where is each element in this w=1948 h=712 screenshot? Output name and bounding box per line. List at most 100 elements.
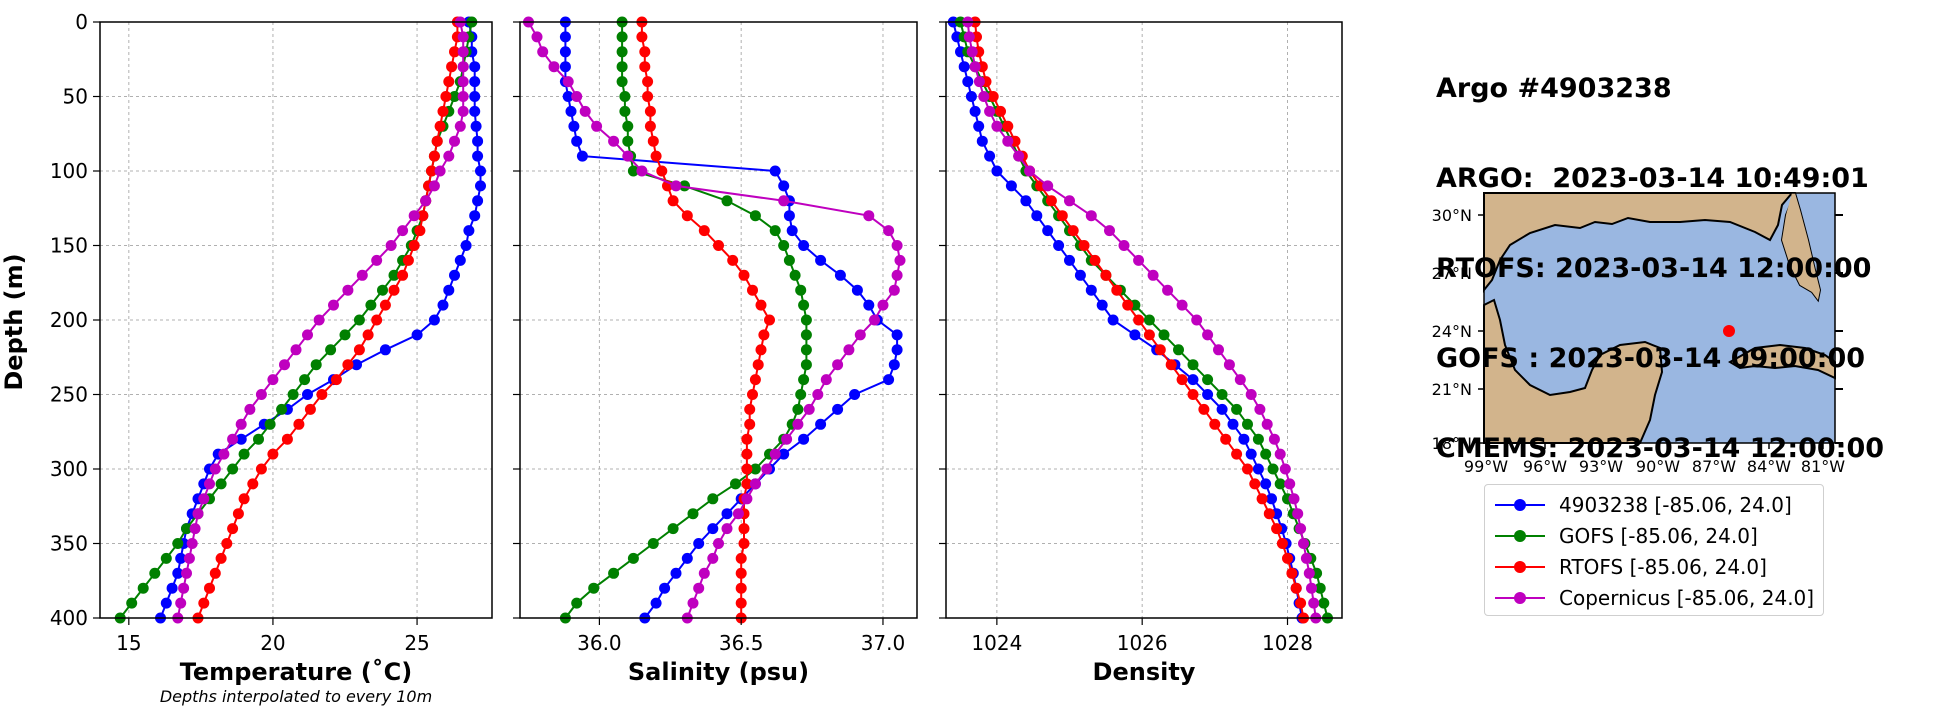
data-point <box>616 31 628 43</box>
data-point <box>769 165 781 177</box>
data-point <box>457 91 469 102</box>
data-point <box>1191 314 1203 326</box>
panel-1: 36.0 36.5 37.0 Salinity (psu) <box>513 16 918 686</box>
data-point <box>443 284 455 296</box>
x-tick-label: 1024 <box>971 631 1022 655</box>
data-point <box>588 582 600 594</box>
data-point <box>1129 329 1141 341</box>
data-point <box>1242 418 1253 430</box>
data-point <box>1288 493 1300 505</box>
data-point <box>1318 597 1330 609</box>
data-point <box>741 478 753 490</box>
data-point <box>537 46 549 58</box>
data-point <box>800 359 812 371</box>
data-point <box>571 91 583 102</box>
data-point <box>783 254 795 266</box>
data-point <box>764 314 775 326</box>
data-point <box>863 299 875 311</box>
data-point <box>1314 582 1326 594</box>
data-point <box>783 210 795 222</box>
data-point <box>402 254 414 266</box>
data-point <box>987 91 999 102</box>
data-point <box>437 299 449 311</box>
y-tick-label: 200 <box>50 308 88 332</box>
data-point <box>1213 344 1224 356</box>
data-point <box>1303 567 1315 579</box>
data-point <box>888 359 900 371</box>
data-point <box>209 567 221 579</box>
data-point <box>843 344 855 356</box>
data-point <box>1274 478 1286 490</box>
data-point <box>815 418 827 430</box>
data-point <box>469 91 481 102</box>
map-frame <box>1483 192 1836 444</box>
data-point <box>215 552 227 564</box>
data-point <box>457 61 469 73</box>
data-point <box>559 46 571 58</box>
data-point <box>1260 448 1272 460</box>
data-point <box>371 254 383 266</box>
data-point <box>247 478 259 490</box>
data-point <box>218 448 230 460</box>
data-point <box>800 329 812 341</box>
data-point <box>883 225 895 237</box>
data-point <box>204 582 215 594</box>
data-point <box>644 120 656 132</box>
data-point <box>693 538 705 549</box>
data-point <box>255 389 267 400</box>
data-point <box>891 344 903 356</box>
data-point <box>1286 567 1298 579</box>
data-point <box>475 180 486 192</box>
data-point <box>591 120 603 132</box>
data-point <box>1292 508 1304 520</box>
data-point <box>1256 493 1268 505</box>
data-point <box>434 120 446 132</box>
data-point <box>1282 552 1293 564</box>
data-point <box>656 165 668 177</box>
data-point <box>299 374 311 386</box>
data-point <box>721 523 733 535</box>
data-point <box>571 135 583 147</box>
data-point <box>636 31 648 43</box>
x-tick-label: 25 <box>404 631 429 655</box>
data-point <box>1242 463 1253 475</box>
data-point <box>863 210 875 222</box>
x-tick-label: 37.0 <box>861 631 906 655</box>
data-point <box>238 448 250 460</box>
data-point <box>984 150 996 162</box>
title-cmems-time: CMEMS: 2023-03-14 12:00:00 <box>1436 433 1885 464</box>
argo-location-marker <box>1723 325 1735 337</box>
data-point <box>1002 135 1014 147</box>
data-point <box>244 403 256 415</box>
data-point <box>883 374 895 386</box>
data-point <box>741 493 753 505</box>
data-point <box>735 582 747 594</box>
data-point <box>1158 329 1170 341</box>
data-point <box>449 269 460 281</box>
data-point <box>749 463 761 475</box>
panel-2: 1024 1026 1028 Density <box>939 16 1343 686</box>
data-point <box>215 478 227 490</box>
data-point <box>356 269 368 281</box>
data-point <box>227 523 239 535</box>
data-point <box>460 240 472 251</box>
data-point <box>172 567 184 579</box>
data-point <box>667 195 679 207</box>
data-point <box>235 433 247 445</box>
data-point <box>965 91 977 102</box>
data-point <box>449 46 460 58</box>
data-point <box>576 150 588 162</box>
data-point <box>428 150 440 162</box>
data-point <box>616 46 628 58</box>
data-point <box>800 344 812 356</box>
data-point <box>744 418 756 430</box>
legend-item-argo: 4903238 [-85.06, 24.0] <box>1495 490 1792 520</box>
data-point <box>565 105 577 117</box>
data-point <box>221 538 233 549</box>
data-point <box>1245 389 1257 400</box>
data-point <box>362 329 374 341</box>
data-point <box>619 105 631 117</box>
data-point <box>1290 582 1302 594</box>
x-tick-label: 1026 <box>1117 631 1168 655</box>
data-point <box>1202 374 1214 386</box>
